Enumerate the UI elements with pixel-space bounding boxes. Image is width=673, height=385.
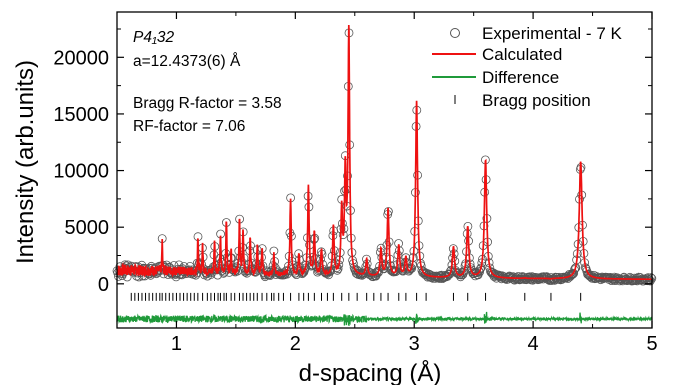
experimental-point <box>569 268 579 278</box>
y-tick-label: 10000 <box>53 161 109 183</box>
axes: 1 2 3 4 5 0 5000 10000 15000 20000 <box>53 11 658 355</box>
experimental-point <box>475 264 485 274</box>
x-tick-label: 5 <box>646 333 657 355</box>
experimental-point <box>627 276 637 286</box>
y-tick-label: 20000 <box>53 47 109 69</box>
bragg-r-factor-label: Bragg R-factor = 3.58 <box>133 95 282 112</box>
experimental-point <box>380 261 390 271</box>
experimental-point <box>405 265 414 275</box>
x-tick-label: 3 <box>409 333 420 355</box>
legend-experimental-label: Experimental - 7 K <box>482 24 622 43</box>
legend: Experimental - 7 K Calculated Difference… <box>432 24 622 110</box>
y-tick-label: 5000 <box>65 217 110 239</box>
x-tick-label: 4 <box>528 333 539 355</box>
experimental-point <box>475 267 485 277</box>
experimental-point <box>568 269 578 279</box>
x-axis-label: d-spacing (Å) <box>299 359 442 385</box>
annotation-block: P4₁32 a=12.4373(6) Å Bragg R-factor = 3.… <box>133 29 282 135</box>
legend-calculated-label: Calculated <box>482 45 562 64</box>
experimental-point <box>570 265 579 275</box>
lattice-parameter-label: a=12.4373(6) Å <box>133 53 241 70</box>
experimental-point <box>645 276 655 286</box>
experimental-point <box>497 274 506 284</box>
experimental-point <box>319 267 329 277</box>
legend-difference-label: Difference <box>482 68 559 87</box>
difference-line <box>116 311 653 326</box>
rf-factor-label: RF-factor = 7.06 <box>133 118 245 135</box>
legend-bragg-label: Bragg position <box>482 91 591 110</box>
experimental-point <box>434 273 444 283</box>
space-group-label: P4₁32 <box>133 29 174 46</box>
y-tick-label: 0 <box>98 274 109 296</box>
x-tick-label: 2 <box>290 333 301 355</box>
experimental-point <box>230 266 239 276</box>
y-axis-label: Intensity (arb.units) <box>12 60 39 264</box>
experimental-point <box>646 273 656 283</box>
experimental-point <box>570 263 580 273</box>
experimental-point <box>459 268 468 278</box>
experimental-point <box>474 266 484 276</box>
plot-area <box>112 24 657 326</box>
x-tick-label: 1 <box>171 333 182 355</box>
bragg-position-series <box>130 292 582 301</box>
calculated-line <box>116 24 652 281</box>
legend-experimental-marker <box>450 28 460 38</box>
y-tick-label: 15000 <box>53 104 109 126</box>
